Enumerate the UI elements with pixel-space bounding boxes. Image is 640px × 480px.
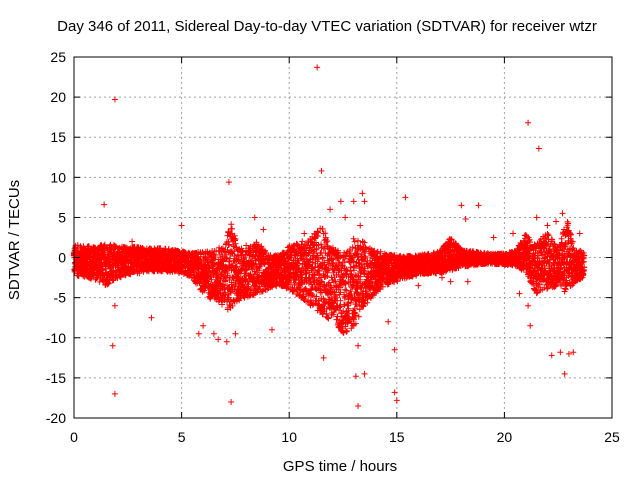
axis-layer: 0 5 10 15 20 25 -20 -15 -10 -5 0 5 10 15 20 25: [46, 49, 620, 445]
plot-frame: [73, 56, 613, 419]
data-point-marker: [178, 222, 185, 229]
data-point-marker: [318, 167, 325, 174]
data-point-marker: [385, 318, 392, 325]
data-point-marker: [350, 198, 357, 205]
data-point-marker: [361, 198, 368, 205]
data-point-marker: [464, 278, 471, 285]
data-point-marker: [553, 218, 560, 225]
y-tick-label: 25: [50, 49, 66, 65]
data-point-marker: [391, 346, 398, 353]
data-point-marker: [243, 242, 250, 249]
data-point-marker: [570, 349, 577, 356]
data-point-marker: [223, 338, 230, 345]
data-point-marker: [458, 202, 465, 209]
data-point-marker: [565, 350, 572, 357]
data-point-marker: [260, 226, 267, 233]
data-point-marker: [490, 234, 497, 241]
data-point-marker: [462, 216, 469, 223]
data-point-marker: [525, 302, 532, 309]
data-point-marker: [516, 290, 523, 297]
y-tick-label: -10: [46, 330, 66, 346]
data-point-marker: [210, 330, 217, 337]
data-point-marker: [251, 214, 258, 221]
data-point-marker: [415, 282, 422, 289]
x-tick-label: 5: [178, 429, 186, 445]
data-point-marker: [109, 342, 116, 349]
data-point-marker: [357, 222, 364, 229]
data-point-marker: [225, 179, 232, 186]
data-point-marker: [200, 322, 207, 329]
data-point-marker: [101, 201, 108, 208]
data-point-marker: [342, 214, 349, 221]
data-point-marker: [111, 302, 118, 309]
data-point-marker: [355, 342, 362, 349]
data-point-marker: [576, 230, 583, 237]
x-tick-label: 10: [281, 429, 297, 445]
y-tick-label: -20: [46, 410, 66, 426]
y-tick-label: 20: [50, 89, 66, 105]
data-point-marker: [391, 389, 398, 396]
data-point-marker: [393, 397, 400, 404]
y-tick-label: -15: [46, 370, 66, 386]
x-tick-label: 20: [497, 429, 513, 445]
data-point-marker: [510, 230, 517, 237]
data-point-marker: [544, 222, 551, 229]
data-point-marker: [111, 390, 118, 397]
data-point-marker: [359, 190, 366, 197]
data-point-marker: [111, 96, 118, 103]
y-axis-label: SDTVAR / TECUs: [6, 180, 23, 300]
data-point-marker: [557, 349, 564, 356]
data-point-marker: [559, 210, 566, 217]
y-tick-label: 15: [50, 129, 66, 145]
data-point-marker: [129, 238, 136, 245]
data-point-marker: [215, 336, 222, 343]
data-point-marker: [525, 119, 532, 126]
y-tick-label: 0: [58, 250, 66, 266]
x-tick-label: 0: [70, 429, 78, 445]
data-point-marker: [314, 64, 321, 71]
data-point-marker: [337, 198, 344, 205]
data-point-marker: [228, 398, 235, 405]
data-point-marker: [327, 206, 334, 213]
data-point-marker: [535, 145, 542, 152]
data-point-marker: [533, 214, 540, 221]
data-point-marker: [320, 354, 327, 361]
data-point-marker: [268, 326, 275, 333]
x-axis-label: GPS time / hours: [283, 458, 397, 475]
x-tick-label: 15: [389, 429, 405, 445]
x-tick-label: 25: [604, 429, 620, 445]
data-point-marker: [352, 373, 359, 380]
y-tick-label: 10: [50, 169, 66, 185]
data-point-marker: [561, 370, 568, 377]
data-point-marker: [232, 330, 239, 337]
data-point-marker: [355, 402, 362, 409]
data-point-marker: [475, 202, 482, 209]
data-point-marker: [438, 274, 445, 281]
data-point-marker: [527, 322, 534, 329]
y-tick-label: 5: [58, 209, 66, 225]
data-point-marker: [402, 194, 409, 201]
data-layer: [70, 64, 588, 409]
data-point-marker: [361, 370, 368, 377]
grid-layer: [74, 57, 612, 418]
y-tick-label: -5: [54, 290, 67, 306]
data-point-marker: [148, 314, 155, 321]
data-point-marker: [195, 330, 202, 337]
chart-title: Day 346 of 2011, Sidereal Day-to-day VTE…: [57, 18, 597, 35]
data-point-marker: [301, 230, 308, 237]
data-point-marker: [548, 352, 555, 359]
data-point-marker: [447, 278, 454, 285]
